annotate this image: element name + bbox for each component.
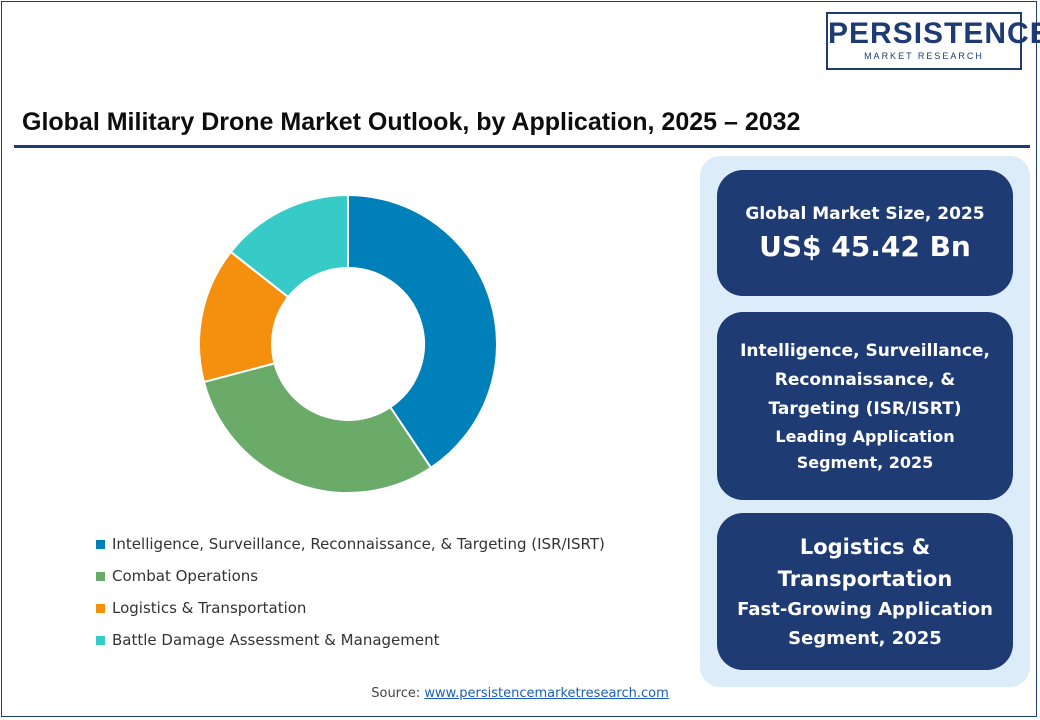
source-label: Source:	[371, 686, 421, 701]
fastest-growing-card: Logistics & Transportation Fast-Growing …	[717, 513, 1013, 670]
market-size-value: US$ 45.42 Bn	[759, 230, 971, 263]
leading-segment-line2: Reconnaissance, &	[774, 369, 956, 390]
legend-label: Combat Operations	[112, 567, 259, 585]
legend-swatch	[96, 539, 105, 549]
source-link[interactable]: www.persistencemarketresearch.com	[424, 686, 669, 701]
market-size-card: Global Market Size, 2025 US$ 45.42 Bn	[717, 170, 1013, 296]
legend-label: Intelligence, Surveillance, Reconnaissan…	[112, 535, 605, 553]
fastest-growing-line1: Logistics &	[799, 534, 931, 559]
legend-item: Logistics & Transportation	[96, 592, 605, 624]
donut-slice-1	[347, 193, 498, 470]
legend-item: Battle Damage Assessment & Management	[96, 624, 605, 656]
chart-legend: Intelligence, Surveillance, Reconnaissan…	[96, 528, 605, 656]
market-size-heading: Global Market Size, 2025	[745, 204, 985, 224]
leading-segment-line4: Leading Application	[775, 426, 955, 446]
leading-segment-line1: Intelligence, Surveillance,	[740, 340, 990, 361]
donut-slice-2	[202, 362, 433, 494]
donut-slice-4	[229, 193, 349, 299]
title-divider	[14, 145, 1030, 148]
brand-name: PERSISTENCE	[828, 17, 1040, 50]
legend-swatch	[96, 603, 105, 613]
legend-swatch	[96, 635, 105, 645]
fastest-growing-line2: Transportation	[777, 566, 953, 591]
donut-chart	[198, 193, 498, 494]
chart-title: Global Military Drone Market Outlook, by…	[22, 108, 801, 136]
legend-item: Intelligence, Surveillance, Reconnaissan…	[96, 528, 605, 560]
brand-tagline: MARKET RESEARCH	[864, 51, 984, 61]
leading-segment-line5: Segment, 2025	[796, 452, 934, 472]
legend-label: Battle Damage Assessment & Management	[112, 631, 440, 649]
legend-label: Logistics & Transportation	[112, 599, 307, 617]
leading-segment-card: Intelligence, Surveillance, Reconnaissan…	[717, 312, 1013, 500]
brand-logo: PERSISTENCE MARKET RESEARCH	[826, 12, 1040, 70]
leading-segment-line3: Targeting (ISR/ISRT)	[768, 398, 962, 419]
source-note: Source: www.persistencemarketresearch.co…	[0, 686, 1040, 701]
legend-swatch	[96, 571, 105, 581]
fastest-growing-line3: Fast-Growing Application	[737, 598, 993, 620]
fastest-growing-line4: Segment, 2025	[788, 627, 942, 649]
legend-item: Combat Operations	[96, 560, 605, 592]
